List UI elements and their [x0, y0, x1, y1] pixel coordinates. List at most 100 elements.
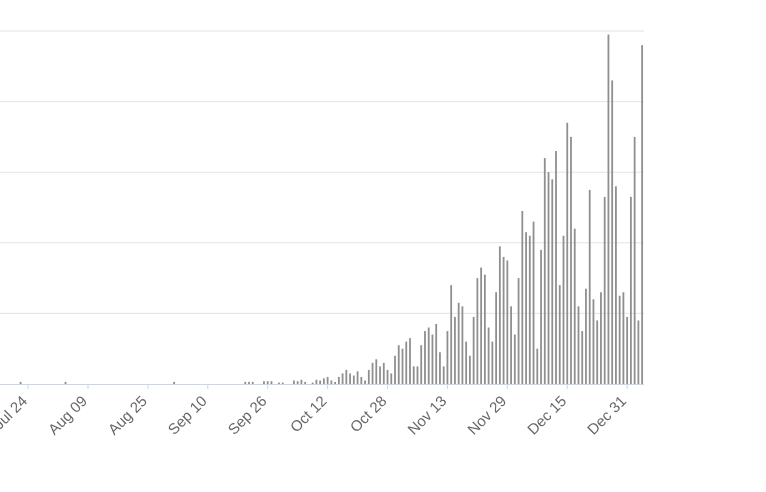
bar — [510, 306, 512, 384]
bar — [341, 373, 344, 384]
bar — [439, 352, 441, 384]
bar — [424, 331, 426, 384]
bar — [577, 306, 580, 384]
x-tick-label: Oct 28 — [347, 393, 390, 436]
bar — [629, 196, 632, 384]
bar — [386, 369, 389, 384]
bar — [491, 341, 494, 384]
bar — [270, 381, 273, 384]
bar — [450, 285, 453, 384]
bar — [330, 380, 333, 384]
bar — [390, 373, 393, 384]
bar — [397, 345, 400, 384]
bar — [626, 316, 629, 384]
bar — [536, 348, 539, 384]
bar — [487, 327, 490, 384]
x-tick-label: Dec 15 — [524, 393, 570, 439]
bar — [573, 228, 576, 384]
bar — [304, 381, 307, 384]
bar — [401, 348, 404, 384]
bar — [547, 172, 550, 384]
bar — [521, 211, 524, 384]
bar — [618, 295, 621, 384]
x-tick-label: Oct 12 — [287, 393, 330, 436]
bar — [431, 334, 434, 384]
bar — [502, 256, 505, 384]
bar — [480, 267, 483, 384]
bar — [483, 274, 486, 384]
bar — [517, 278, 520, 384]
x-tick-label: Jul 24 — [0, 393, 31, 433]
bar — [371, 362, 374, 384]
bar — [596, 320, 599, 384]
bar — [296, 381, 299, 384]
bar — [615, 186, 617, 384]
bar — [244, 381, 247, 384]
bar — [278, 382, 280, 384]
bar — [495, 292, 498, 384]
bar — [409, 338, 411, 384]
bar — [427, 327, 430, 384]
bar — [19, 381, 22, 384]
bar — [311, 382, 314, 384]
bar — [360, 376, 363, 384]
bar — [379, 366, 381, 384]
bar — [405, 341, 408, 384]
bar — [607, 34, 610, 384]
bar — [266, 381, 269, 384]
bar — [337, 376, 340, 384]
bar — [543, 158, 546, 384]
bar — [412, 366, 415, 384]
bar — [506, 260, 509, 384]
bar — [532, 221, 535, 384]
bar — [248, 381, 250, 384]
bar — [622, 292, 625, 384]
bar — [352, 375, 355, 384]
bar — [525, 232, 527, 384]
bar — [345, 369, 348, 384]
bar — [364, 380, 366, 384]
bar — [637, 320, 640, 384]
bar — [322, 378, 325, 384]
x-tick-label: Dec 31 — [584, 393, 630, 439]
bar — [588, 189, 591, 384]
bar — [551, 179, 554, 384]
bar — [600, 292, 602, 384]
bar — [558, 285, 561, 384]
bar — [570, 136, 572, 384]
bar — [562, 235, 565, 384]
bar — [382, 362, 385, 384]
bar — [435, 323, 438, 384]
bar — [315, 379, 318, 384]
x-tick-label: Sep 26 — [225, 393, 271, 439]
bar — [349, 373, 351, 384]
bar — [319, 380, 322, 384]
bar — [326, 376, 329, 384]
bar — [633, 136, 636, 384]
x-tick-label: Nov 29 — [465, 393, 511, 439]
bar — [442, 366, 445, 384]
bar — [420, 345, 423, 384]
bar — [641, 45, 644, 385]
bar — [611, 80, 614, 385]
bar — [555, 151, 557, 384]
bar — [263, 381, 265, 384]
bar — [173, 381, 176, 384]
bar — [581, 331, 584, 384]
bar — [592, 299, 595, 384]
bar — [461, 306, 464, 384]
x-tick-label: Aug 25 — [105, 393, 151, 439]
bar — [472, 316, 475, 384]
bar — [356, 371, 359, 384]
bar — [281, 382, 284, 384]
bar — [300, 379, 303, 384]
bar — [446, 331, 449, 384]
bar — [528, 235, 531, 384]
bar — [465, 341, 468, 384]
x-tick-label: Aug 09 — [45, 393, 91, 439]
bar — [64, 381, 67, 384]
bar — [585, 288, 587, 384]
x-tick-label: Nov 13 — [405, 393, 451, 439]
bar — [251, 381, 254, 384]
